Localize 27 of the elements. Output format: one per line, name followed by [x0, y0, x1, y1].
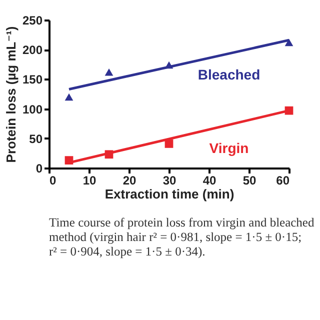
text: method (virgin hair r² = 0·981, slope = 1·5 ± 0·15; — [49, 230, 302, 244]
x-tick-label: 60 — [276, 174, 290, 188]
x-tick-label: 20 — [122, 174, 136, 188]
y-tick-label: 250 — [22, 14, 43, 28]
point — [64, 156, 74, 164]
point — [104, 150, 114, 159]
y-tick-label: 100 — [22, 102, 43, 116]
x-tick-label: 0 — [50, 174, 56, 188]
point — [104, 68, 114, 76]
text: Virgin — [209, 140, 249, 156]
x-tick-label: 10 — [82, 174, 96, 188]
y-tick-label: 0 — [36, 162, 43, 176]
point — [284, 38, 294, 46]
x-axis-title: Extraction time (min) — [104, 186, 234, 202]
point — [284, 106, 294, 115]
y-tick-label: 50 — [29, 132, 43, 146]
y-axis-title: Protein loss (µg mL⁻¹) — [3, 26, 18, 163]
point — [64, 93, 74, 101]
text: r² = 0·904, slope = 1·5 ± 0·34). — [49, 244, 206, 259]
x-tick-label: 40 — [202, 174, 216, 188]
point — [164, 140, 174, 148]
x-tick-label: 50 — [242, 174, 256, 188]
y-tick-label: 150 — [22, 72, 43, 87]
x-tick-label: 30 — [162, 174, 176, 188]
series-label: Bleached — [198, 66, 260, 83]
y-tick-label: 200 — [22, 43, 43, 58]
text: Time course of protein loss from virgin and bleached — [49, 215, 315, 230]
